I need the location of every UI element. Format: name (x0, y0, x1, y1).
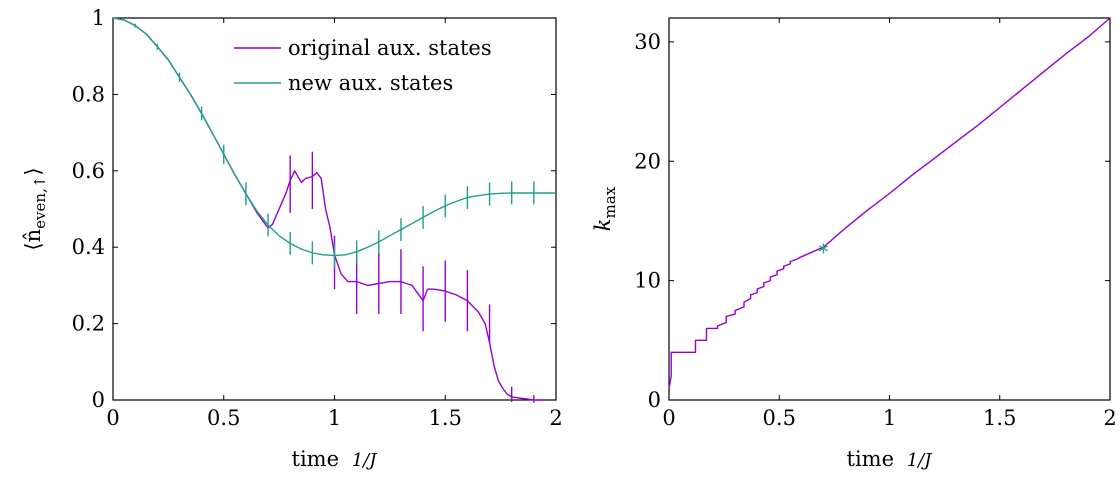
left-ytick-label: 0.8 (72, 82, 105, 106)
right-ytick-label: 0 (648, 388, 661, 412)
legend: original aux. states new aux. states (234, 36, 492, 95)
left-xtick-label: 0 (106, 406, 119, 430)
left-y-axis-title: ⟨n̂even,↑⟩ (21, 167, 49, 250)
left-ylabel-sub: even,↑ (31, 176, 49, 229)
left-ytick-label: 0.4 (72, 235, 105, 259)
left-ytick-label: 1 (92, 6, 105, 30)
right-ytick-label: 20 (634, 149, 661, 173)
right-xlabel: time (847, 447, 895, 471)
right-xtick-label: 0 (662, 406, 675, 430)
right-series-layer (668, 17, 1111, 389)
left-xtick-label: 1.5 (429, 406, 462, 430)
svg-text:time 1/J: time 1/J (292, 447, 379, 471)
right-xtick-label: 1.5 (983, 406, 1016, 430)
left-ytick-label: 0 (92, 388, 105, 412)
legend-label-new: new aux. states (288, 71, 453, 95)
right-ylabel-sub: max (601, 186, 619, 218)
left-xtick-label: 1 (328, 406, 341, 430)
left-xtick-label: 0.5 (207, 406, 240, 430)
left-xtick-label: 2 (549, 406, 562, 430)
left-series-layer (112, 17, 556, 403)
right-ytick-label: 30 (634, 30, 661, 54)
right-xtick-label: 1 (883, 406, 896, 430)
left-ylabel: ⟨n̂ (21, 229, 45, 251)
right-series-1-marker (818, 243, 828, 254)
svg-text:time 1/J: time 1/J (847, 447, 934, 471)
left-x-axis-title: time 1/J (292, 447, 379, 471)
svg-text:kmax: kmax (591, 186, 619, 231)
right-series-0-line (668, 17, 1111, 389)
right-x-axis-title: time 1/J (847, 447, 934, 471)
right-xtick-label: 2 (1103, 406, 1116, 430)
left-panel: 0 0.5 1 1.5 2 0 0.2 0.4 0.6 0.8 1 original aux. st… (21, 6, 563, 471)
right-plot-frame (668, 17, 1111, 401)
svg-text:⟨n̂even,↑⟩: ⟨n̂even,↑⟩ (21, 167, 49, 250)
right-ylabel: k (591, 218, 615, 231)
left-ticks: 0 0.5 1 1.5 2 0 0.2 0.4 0.6 0.8 1 (72, 6, 563, 430)
left-ylabel-close: ⟩ (21, 167, 45, 175)
right-ytick-label: 10 (634, 269, 661, 293)
right-xtick-label: 0.5 (763, 406, 796, 430)
right-y-axis-title: kmax (591, 186, 619, 231)
left-xlabel-unit: 1/J (352, 450, 379, 471)
legend-label-original: original aux. states (288, 36, 492, 60)
left-xlabel: time (292, 447, 340, 471)
left-ytick-label: 0.6 (72, 159, 105, 183)
left-ytick-label: 0.2 (72, 312, 105, 336)
right-xlabel-unit: 1/J (907, 450, 934, 471)
